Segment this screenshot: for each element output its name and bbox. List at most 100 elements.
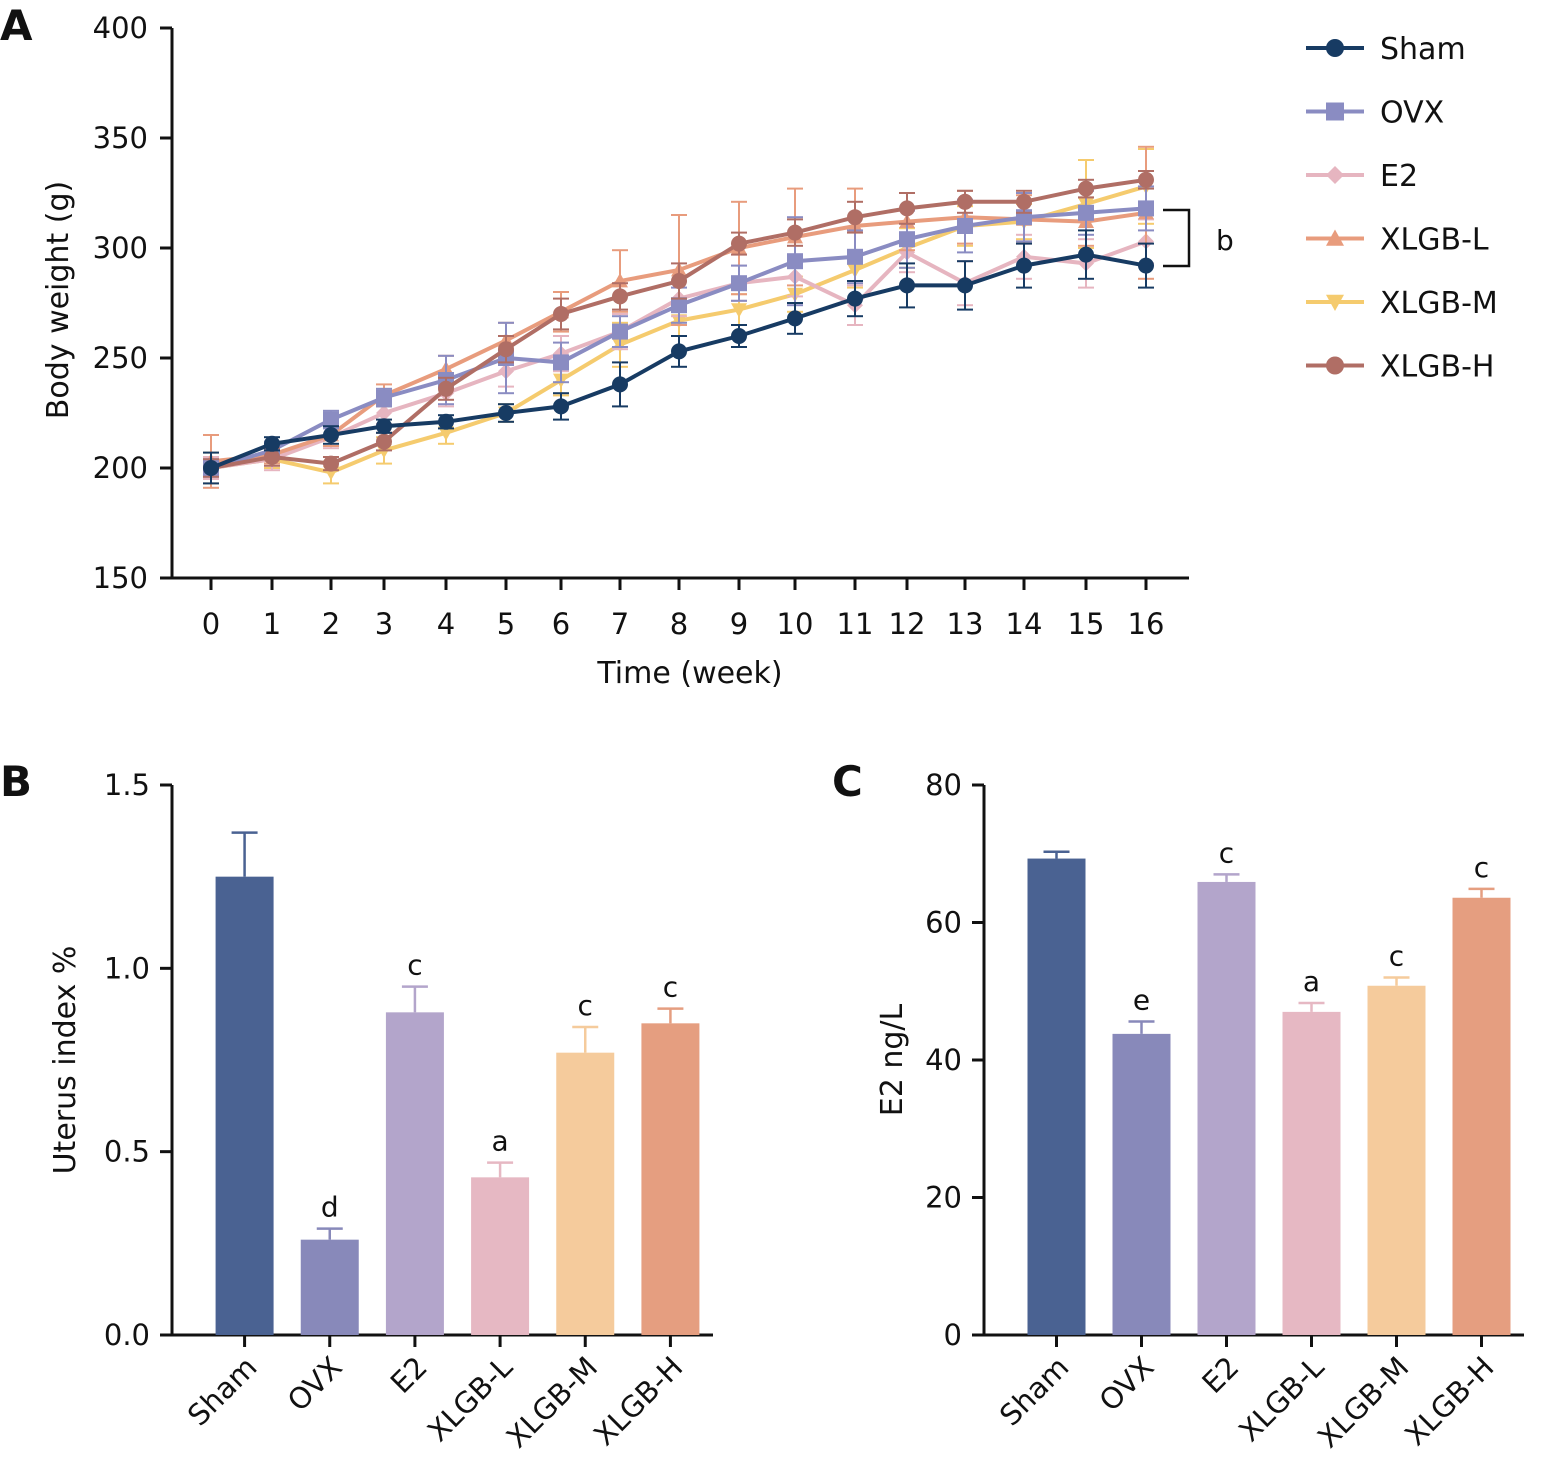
panel-b-significance-ovx: d	[321, 1191, 339, 1224]
point-xlgb-m	[731, 303, 747, 318]
uterus-index-bar-chart: Uterus index % 0.0 0.5 1.0 1.5 Sham OVX d E2 c XL…	[48, 768, 713, 1454]
point-sham	[203, 460, 219, 476]
panel-a-x-tick-label: 13	[947, 607, 984, 641]
panel-c-y-tick-label: 60	[925, 906, 962, 940]
panel-a-x-tick-label: 9	[730, 607, 748, 641]
point-sham	[957, 277, 973, 294]
panel-b-significance-xlgb-h: c	[663, 971, 678, 1004]
panel-b-y-tick-label: 0.0	[104, 1318, 150, 1352]
point-ovx	[847, 248, 863, 265]
panel-b-x-tick-label-xlgb-m: XLGB-M	[500, 1350, 605, 1455]
panel-a-y-tick-label: 300	[93, 231, 148, 265]
panel-b-y-axis-title: Uterus index %	[48, 946, 83, 1175]
point-sham	[1078, 246, 1094, 263]
panel-b-bar-xlgb-m	[556, 1052, 615, 1335]
legend-label-e2: E2	[1380, 159, 1418, 194]
series-xlgb-h	[203, 170, 1154, 478]
point-sham	[376, 418, 392, 435]
panel-a-x-tick-label: 12	[889, 607, 926, 641]
panel-a-x-tick-label: 8	[670, 607, 688, 641]
point-sham	[1016, 257, 1032, 274]
panel-a-x-tick-label: 16	[1128, 607, 1165, 641]
legend-item-sham: Sham	[1306, 32, 1466, 67]
point-xlgb-h	[899, 200, 915, 217]
panel-a-x-tick-label: 2	[322, 607, 340, 641]
point-sham	[731, 328, 747, 344]
panel-a-y-tick-label: 400	[93, 11, 148, 45]
point-sham	[612, 376, 628, 393]
point-sham	[498, 405, 514, 421]
panel-c-significance-xlgb-m: c	[1389, 940, 1404, 973]
point-sham	[553, 398, 569, 415]
point-ovx	[899, 231, 915, 248]
legend-marker-ovx	[1326, 102, 1344, 121]
panel-c-y-tick-label: 0	[944, 1318, 962, 1352]
point-xlgb-h	[438, 380, 454, 397]
panel-label-a: A	[0, 1, 33, 50]
panel-c-significance-xlgb-h: c	[1474, 851, 1489, 884]
panel-b-significance-e2: c	[407, 949, 422, 982]
point-xlgb-h	[376, 433, 392, 450]
legend-label-sham: Sham	[1380, 32, 1466, 67]
panel-c-x-tick-label-xlgb-h: XLGB-H	[1398, 1350, 1500, 1452]
point-ovx	[612, 323, 628, 340]
panel-a-y-tick-label: 350	[93, 121, 148, 155]
point-xlgb-h	[1016, 193, 1032, 210]
panel-c-y-tick-label: 40	[925, 1043, 962, 1077]
point-sham	[1138, 257, 1154, 274]
legend: Sham OVX E2 XLGB-L XLGB-M XLGB-H	[1306, 32, 1498, 385]
point-ovx	[1078, 204, 1094, 221]
point-sham	[323, 427, 339, 443]
point-xlgb-h	[787, 224, 803, 241]
panel-a-y-tick-label: 150	[93, 561, 148, 595]
body-weight-line-chart: Body weight (g) Time (week) b 1502002503…	[41, 11, 1498, 691]
panel-c-bar-sham	[1027, 858, 1086, 1335]
panel-b-significance-xlgb-l: a	[491, 1125, 508, 1158]
point-xlgb-m	[438, 426, 454, 441]
point-sham	[787, 310, 803, 327]
point-xlgb-h	[671, 273, 687, 289]
panel-a-x-tick-label: 3	[375, 607, 393, 641]
panel-a-x-tick-label: 4	[437, 607, 455, 641]
panel-c-x-tick-label-sham: Sham	[993, 1350, 1076, 1433]
point-xlgb-h	[847, 209, 863, 226]
panel-c-x-tick-label-xlgb-m: XLGB-M	[1311, 1350, 1416, 1455]
point-e2	[376, 405, 392, 421]
panel-a-x-tick-label: 15	[1068, 607, 1105, 641]
panel-b-bar-xlgb-h	[641, 1023, 700, 1335]
legend-item-ovx: OVX	[1306, 96, 1444, 131]
point-sham	[438, 413, 454, 430]
panel-a-significance-annotation: b	[1216, 224, 1234, 257]
significance-bracket	[1163, 208, 1191, 268]
panel-a-x-tick-label: 14	[1006, 607, 1043, 641]
panel-c-significance-e2: c	[1219, 836, 1234, 869]
point-ovx	[671, 297, 687, 314]
legend-label-xlgb-l: XLGB-L	[1380, 223, 1489, 258]
panel-c-x-tick-label-e2: E2	[1195, 1350, 1245, 1400]
point-xlgb-h	[957, 193, 973, 210]
panel-a-x-tick-label: 1	[263, 607, 281, 641]
panel-c-y-tick-label: 80	[925, 768, 962, 802]
point-ovx	[731, 275, 747, 292]
panel-b-bar-e2	[385, 1012, 444, 1335]
legend-label-xlgb-m: XLGB-M	[1380, 286, 1498, 321]
point-xlgb-h	[264, 449, 280, 465]
legend-label-xlgb-h: XLGB-H	[1380, 350, 1494, 385]
panel-b-y-tick-label: 1.0	[104, 951, 150, 985]
panel-b-y-tick-label: 0.5	[104, 1135, 150, 1169]
panel-c-bar-xlgb-h	[1452, 897, 1511, 1335]
point-xlgb-h	[498, 341, 514, 358]
point-sham	[899, 277, 915, 294]
legend-item-xlgb-l: XLGB-L	[1306, 223, 1489, 258]
panel-a-x-tick-label: 7	[611, 607, 629, 641]
panel-a-x-tick-label: 5	[497, 607, 515, 641]
legend-marker-xlgb-m	[1326, 294, 1344, 311]
panel-c-significance-ovx: e	[1133, 984, 1150, 1017]
legend-marker-e2	[1326, 166, 1344, 184]
point-ovx	[376, 389, 392, 406]
panel-b-x-tick-label-xlgb-h: XLGB-H	[587, 1350, 689, 1452]
panel-a-x-tick-label: 6	[552, 607, 570, 641]
point-xlgb-h	[1138, 171, 1154, 188]
point-sham	[671, 343, 687, 360]
